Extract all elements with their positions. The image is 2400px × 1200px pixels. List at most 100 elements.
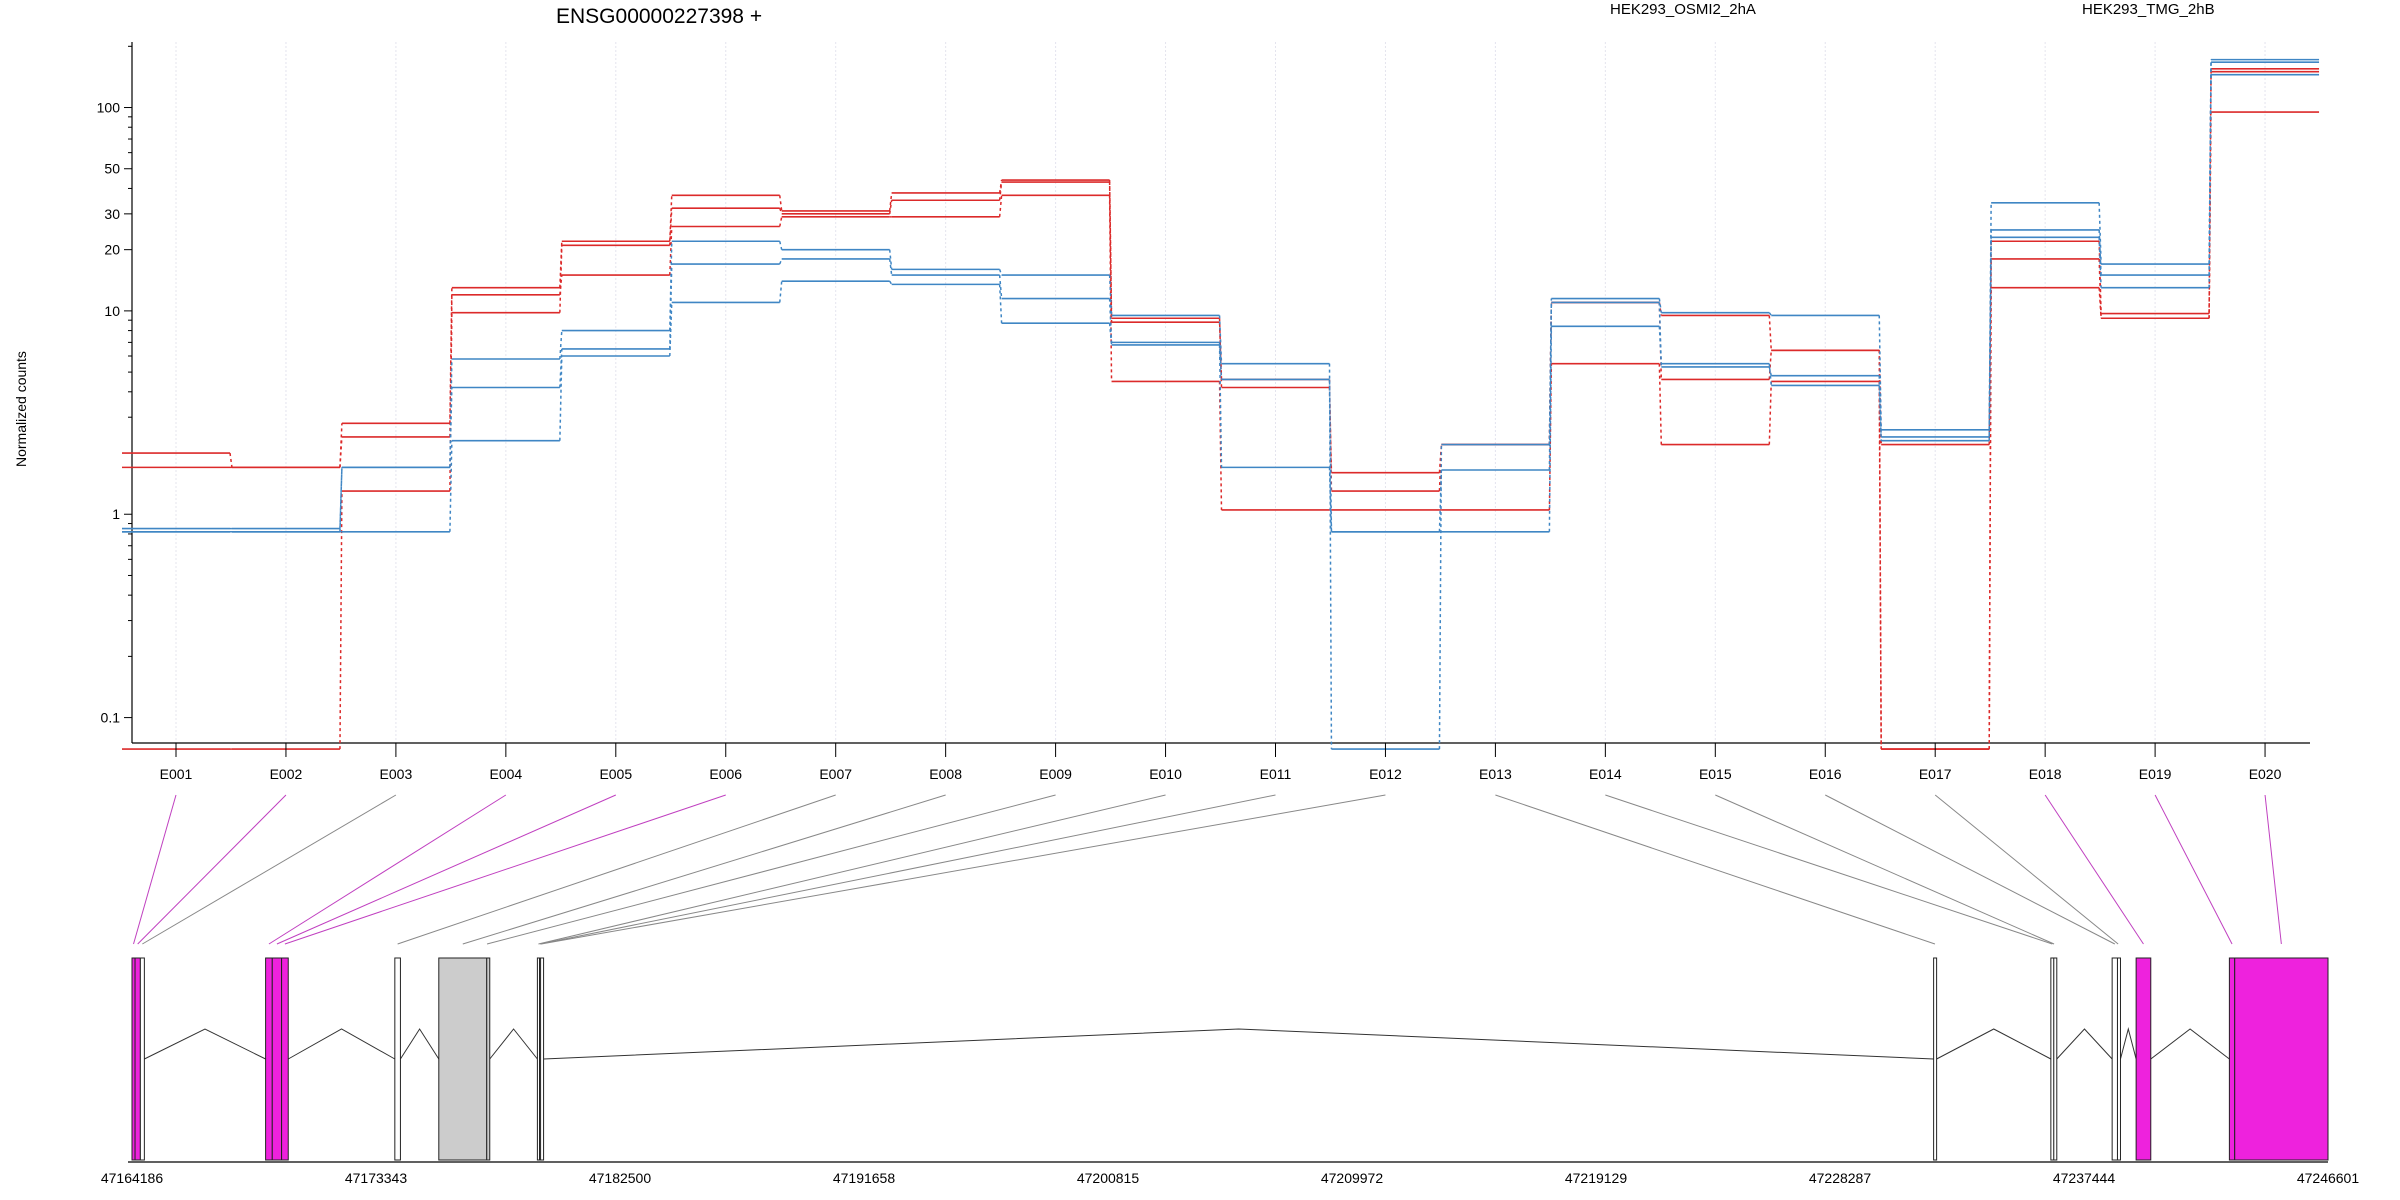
exon-box-E016 — [2111, 957, 2118, 1161]
intron-line — [543, 1028, 1934, 1060]
connector-E008 — [462, 794, 946, 945]
connector-E013 — [1495, 794, 1936, 945]
genomic-coordinate-axis: 47164186 47173343 47182500 47191658 47200815… — [101, 1161, 2360, 1186]
connector-E006 — [284, 794, 726, 945]
x-tick-label-E002: E002 — [270, 766, 303, 782]
connector-E016 — [1825, 794, 2116, 945]
x-tick-label-E010: E010 — [1149, 766, 1182, 782]
connector-E007 — [397, 794, 836, 945]
legend-entry-osmi2: HEK293_OSMI2_2hA — [1610, 1, 1756, 18]
connector-E015 — [1715, 794, 2055, 945]
series-connector — [1218, 342, 1223, 380]
series-connector — [1658, 363, 1663, 445]
exon-box-E019 — [2228, 957, 2236, 1161]
series-connector — [779, 258, 783, 265]
genome-tick-label: 47219129 — [1565, 1170, 1628, 1186]
series-connector — [779, 241, 783, 250]
series-connector — [669, 208, 673, 246]
genome-tick-label: 47237444 — [2053, 1170, 2116, 1186]
series-connector — [1768, 312, 1772, 316]
x-tick-label-E011: E011 — [1260, 766, 1292, 782]
series-connector — [1988, 229, 1992, 437]
series-5 — [122, 73, 2320, 533]
exon-box-E007 — [394, 957, 401, 1161]
series-connector — [1658, 326, 1663, 364]
connector-E004 — [268, 794, 507, 945]
exon-box-E015 — [2053, 957, 2058, 1161]
series-connector — [1328, 467, 1333, 532]
connector-E014 — [1605, 794, 2053, 945]
series-connector — [229, 452, 233, 468]
series-connector — [1328, 363, 1333, 750]
genome-tick-label: 47173343 — [345, 1170, 408, 1186]
series-connector — [1658, 298, 1663, 313]
vertical-grid — [175, 42, 2266, 743]
y-tick-label: 0.1 — [101, 710, 121, 726]
series-connector — [1108, 275, 1113, 316]
series-connector — [1108, 195, 1113, 382]
y-axis-label: Normalized counts — [13, 351, 29, 467]
series-connector — [669, 195, 673, 242]
genome-tick-label: 47246601 — [2297, 1170, 2360, 1186]
series-connector — [1768, 315, 1772, 351]
series-connector — [1328, 379, 1333, 532]
exon-box-E008 — [438, 957, 488, 1161]
connector-E017 — [1934, 794, 2119, 945]
x-tick-label-E016: E016 — [1809, 766, 1842, 782]
intron-line — [288, 1028, 396, 1060]
x-tick-label-E018: E018 — [2029, 766, 2062, 782]
series-connector — [559, 245, 563, 313]
series-connector — [1548, 363, 1553, 510]
exon-box-E012 — [540, 957, 545, 1161]
series-connector — [779, 207, 783, 215]
y-tick-label: 30 — [104, 206, 120, 222]
y-tick-label: 1 — [112, 506, 120, 522]
x-tick-label-E013: E013 — [1479, 766, 1512, 782]
x-axis-exon-labels: E001 E002 E003 E004 E005 E006 E007 E008 E009 E010… — [160, 743, 2282, 782]
y-tick-label: 10 — [104, 303, 120, 319]
exon-box-E013 — [1933, 957, 1938, 1161]
series-connector — [339, 467, 343, 529]
series-connector — [1108, 323, 1113, 346]
exon-box-E006 — [281, 957, 289, 1161]
series-connector — [1218, 344, 1223, 468]
connector-E002 — [137, 794, 287, 945]
series-connector — [339, 467, 343, 532]
connector-E012 — [541, 794, 1386, 945]
series-connector — [1768, 363, 1772, 386]
x-tick-label-E001: E001 — [160, 766, 193, 782]
intron-line — [2056, 1028, 2113, 1060]
series-connector — [888, 200, 893, 214]
x-tick-label-E015: E015 — [1699, 766, 1732, 782]
exon-box-E004 — [265, 957, 273, 1161]
connector-E018 — [2044, 794, 2144, 945]
series-connector — [669, 264, 673, 349]
series-connector — [559, 355, 563, 441]
series-connector — [1438, 469, 1443, 532]
genome-tick-label: 47228287 — [1809, 1170, 1872, 1186]
x-tick-label-E003: E003 — [380, 766, 413, 782]
intron-line — [489, 1028, 538, 1060]
connector-E019 — [2154, 794, 2233, 945]
exon-box-E020 — [2234, 957, 2329, 1161]
series-connector — [1878, 381, 1882, 750]
series-connector — [2208, 71, 2212, 314]
series-connector — [449, 287, 453, 424]
x-tick-label-E005: E005 — [599, 766, 632, 782]
intron-line — [400, 1028, 440, 1060]
genome-tick-label: 47200815 — [1077, 1170, 1140, 1186]
series-connector — [998, 195, 1003, 217]
series-connector — [1988, 287, 1992, 750]
exon-box-E003 — [139, 957, 145, 1161]
genome-tick-label: 47164186 — [101, 1170, 164, 1186]
chart-title: ENSG00000227398 + — [556, 5, 762, 28]
x-tick-label-E004: E004 — [489, 766, 522, 782]
connector-E010 — [538, 794, 1166, 945]
series-connector — [998, 269, 1003, 276]
connector-E009 — [486, 794, 1056, 945]
gene-model — [131, 957, 2329, 1161]
series-connector — [1218, 315, 1223, 364]
series-connector — [779, 216, 783, 227]
y-tick-label: 50 — [104, 161, 120, 177]
series-connector — [669, 302, 673, 357]
